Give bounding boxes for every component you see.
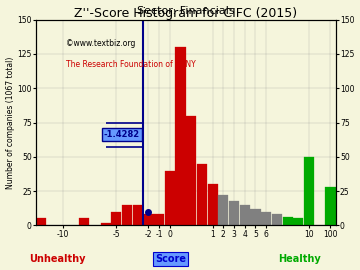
Bar bbox=[240, 205, 250, 225]
Bar bbox=[111, 212, 121, 225]
Bar bbox=[186, 116, 196, 225]
Text: Unhealthy: Unhealthy bbox=[29, 254, 85, 264]
Text: Healthy: Healthy bbox=[278, 254, 321, 264]
Bar bbox=[197, 164, 207, 225]
Bar bbox=[36, 218, 46, 225]
Bar bbox=[208, 184, 218, 225]
Text: ©www.textbiz.org: ©www.textbiz.org bbox=[66, 39, 135, 48]
Bar bbox=[261, 212, 271, 225]
Bar bbox=[79, 218, 89, 225]
Bar bbox=[132, 205, 143, 225]
Bar bbox=[218, 195, 229, 225]
Text: Sector: Financials: Sector: Financials bbox=[137, 6, 235, 16]
Bar bbox=[143, 214, 153, 225]
Bar bbox=[165, 171, 175, 225]
Bar bbox=[293, 218, 303, 225]
Bar bbox=[304, 157, 314, 225]
Bar bbox=[154, 214, 164, 225]
Bar bbox=[175, 47, 186, 225]
Title: Z''-Score Histogram for CIFC (2015): Z''-Score Histogram for CIFC (2015) bbox=[74, 7, 297, 20]
Text: The Research Foundation of SUNY: The Research Foundation of SUNY bbox=[66, 60, 196, 69]
Text: Score: Score bbox=[156, 254, 186, 264]
Bar bbox=[272, 214, 282, 225]
Text: -1.4282: -1.4282 bbox=[104, 130, 140, 139]
Bar bbox=[283, 217, 293, 225]
Bar bbox=[100, 222, 111, 225]
Bar bbox=[229, 201, 239, 225]
Y-axis label: Number of companies (1067 total): Number of companies (1067 total) bbox=[5, 56, 14, 189]
Bar bbox=[325, 187, 336, 225]
Bar bbox=[251, 209, 261, 225]
Bar bbox=[122, 205, 132, 225]
